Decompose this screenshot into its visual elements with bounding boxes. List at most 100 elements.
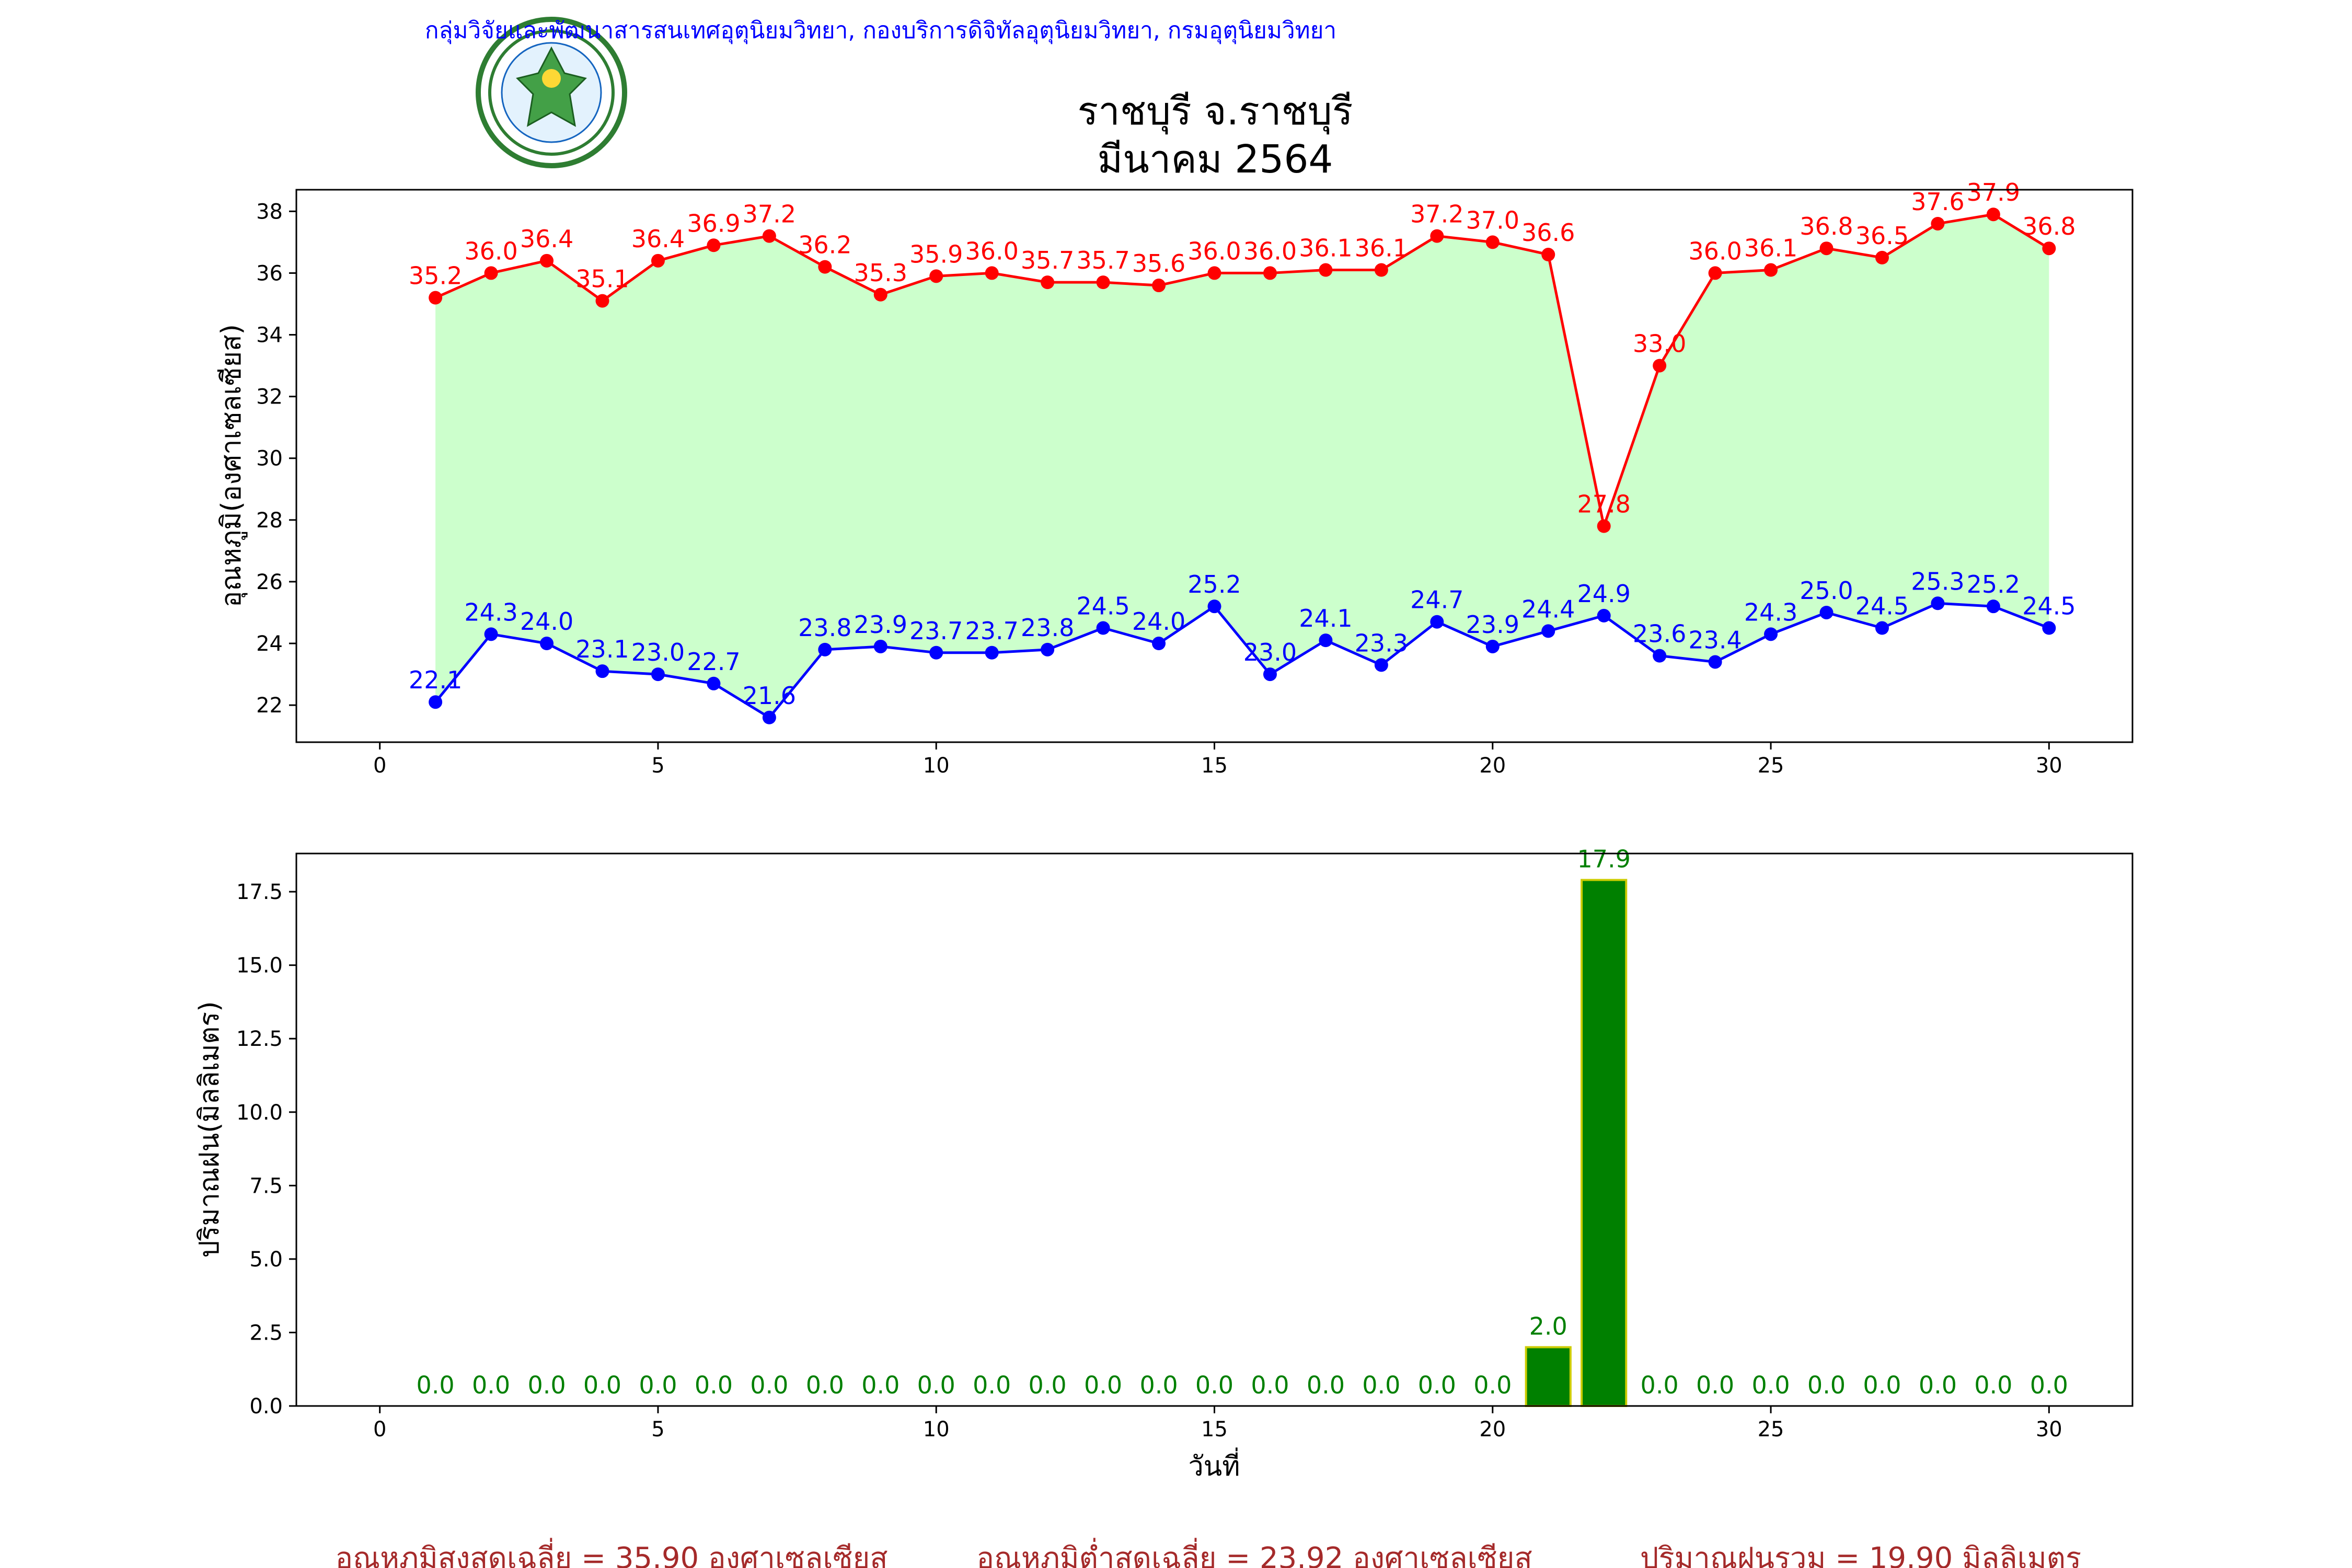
temperature-min-value-label: 23.0 — [1243, 638, 1297, 666]
rain-y-tick-label: 2.5 — [249, 1321, 283, 1345]
rain-value-label: 0.0 — [1919, 1371, 1957, 1399]
rain-value-label: 0.0 — [472, 1371, 510, 1399]
temperature-y-tick-label: 38 — [256, 200, 283, 224]
rain-value-label: 0.0 — [1029, 1371, 1067, 1399]
temperature-max-point — [1931, 216, 1945, 230]
temperature-min-point — [1207, 599, 1221, 614]
temperature-max-value-label: 36.6 — [1521, 218, 1575, 247]
temperature-min-point — [985, 645, 999, 660]
temperature-max-value-label: 35.1 — [575, 265, 629, 293]
rain-labels-layer: 0.0 0.0 0.0 0.0 0.0 0.0 0.0 0.0 0.0 0.0 0.0 0.0 0.0 0… — [417, 845, 2068, 1399]
temperature-min-value-label: 23.4 — [1688, 626, 1742, 654]
temperature-min-value-label: 24.4 — [1521, 595, 1575, 623]
temperature-max-value-label: 36.4 — [631, 225, 685, 253]
rain-value-label: 0.0 — [1251, 1371, 1289, 1399]
temperature-min-value-label: 21.6 — [743, 682, 796, 710]
temperature-max-point — [1708, 266, 1722, 280]
temperature-min-point — [1986, 599, 2000, 614]
rain-axis-layer: 0 5 10 15 20 25 30 0.0 2.5 5.0 7.5 10.0 12.5 15.0 17.5 — [236, 880, 2062, 1442]
temperature-max-value-label: 36.9 — [687, 209, 740, 237]
temperature-min-point — [1931, 596, 1945, 610]
temperature-min-point — [1485, 639, 1500, 653]
temperature-min-point — [707, 676, 721, 690]
footer-avg-min: อุณหภูมิต่ำสุดเฉลี่ย = 23.92 องศาเซลเซีย… — [976, 1538, 1532, 1568]
temperature-min-point — [1263, 667, 1277, 682]
temperature-min-value-label: 23.7 — [965, 617, 1018, 645]
rain-xlabel: วันที่ — [1188, 1447, 1240, 1482]
rain-value-label: 0.0 — [1195, 1371, 1233, 1399]
temperature-min-point — [1708, 655, 1722, 669]
rain-y-tick-label: 5.0 — [249, 1248, 283, 1272]
temperature-max-point — [1986, 207, 2000, 222]
rain-value-label: 0.0 — [1696, 1371, 1734, 1399]
temperature-axis-layer: 0 5 10 15 20 25 30 22 24 26 28 30 32 34 36 38 — [256, 200, 2062, 778]
rain-value-label: 0.0 — [861, 1371, 900, 1399]
temperature-min-point — [1041, 642, 1055, 656]
temperature-min-value-label: 24.3 — [1744, 598, 1797, 626]
temperature-max-value-label: 36.5 — [1855, 222, 1909, 250]
temperature-max-value-label: 36.0 — [1187, 237, 1241, 265]
temperature-max-point — [1875, 250, 1889, 264]
temperature-max-value-label: 36.1 — [1299, 234, 1352, 262]
temperature-max-value-label: 37.6 — [1911, 188, 1964, 216]
rain-x-tick-label: 25 — [1758, 1417, 1784, 1442]
temperature-min-value-label: 24.1 — [1299, 604, 1352, 632]
chart-title-line1: ราชบุรี จ.ราชบุรี — [1078, 89, 1353, 135]
rain-value-label: 0.0 — [1974, 1371, 2012, 1399]
temperature-range-fill-layer — [435, 214, 2049, 718]
temperature-min-point — [1653, 649, 1667, 663]
temperature-max-value-label: 36.1 — [1355, 234, 1408, 262]
temperature-lines-layer — [429, 207, 2056, 724]
rain-value-label: 0.0 — [750, 1371, 788, 1399]
temperature-min-point — [429, 695, 443, 709]
temperature-max-point — [762, 229, 776, 243]
temperature-x-tick-label: 25 — [1758, 754, 1784, 778]
rain-y-tick-label: 7.5 — [249, 1174, 283, 1198]
temperature-max-value-label: 36.0 — [464, 237, 517, 265]
rain-value-label: 0.0 — [1362, 1371, 1400, 1399]
rain-x-tick-label: 20 — [1479, 1417, 1506, 1442]
temperature-max-value-label: 35.3 — [854, 259, 907, 287]
temperature-min-value-label: 23.3 — [1355, 629, 1408, 657]
temperature-x-tick-label: 20 — [1479, 754, 1506, 778]
rain-y-tick-label: 15.0 — [236, 954, 283, 978]
temperature-max-point — [484, 266, 498, 280]
rain-value-label: 0.0 — [1863, 1371, 1901, 1399]
chart-title-line2: มีนาคม 2564 — [1097, 137, 1333, 182]
temperature-max-point — [1597, 519, 1611, 533]
rain-plot-frame — [295, 852, 2134, 1407]
temperature-max-point — [1541, 248, 1555, 262]
temperature-min-value-label: 23.6 — [1633, 620, 1686, 648]
temperature-y-tick-label: 34 — [256, 324, 283, 348]
temperature-min-value-label: 23.8 — [798, 614, 851, 642]
temperature-min-point — [595, 664, 609, 678]
temperature-min-value-label: 24.5 — [1855, 592, 1909, 620]
temperature-max-point — [1041, 275, 1055, 290]
temperature-max-value-label: 35.7 — [1076, 246, 1129, 274]
temperature-max-point — [429, 291, 443, 305]
temperature-max-point — [1374, 263, 1388, 277]
temperature-x-tick-label: 0 — [373, 754, 386, 778]
rain-y-tick-label: 12.5 — [236, 1027, 283, 1051]
rain-value-label: 0.0 — [1139, 1371, 1178, 1399]
rain-value-label: 0.0 — [639, 1371, 677, 1399]
temperature-min-value-label: 24.5 — [2022, 592, 2076, 620]
temperature-min-point — [651, 667, 665, 682]
rain-value-label: 17.9 — [1577, 845, 1630, 873]
rain-value-label: 2.0 — [1529, 1312, 1567, 1341]
temperature-min-point — [1764, 627, 1778, 641]
rain-ylabel: ปริมาณฝน(มิลลิเมตร) — [194, 1001, 225, 1258]
temperature-y-tick-label: 24 — [256, 632, 283, 656]
rain-x-tick-label: 15 — [1201, 1417, 1228, 1442]
temperature-min-point — [929, 645, 943, 660]
temperature-y-tick-label: 32 — [256, 385, 283, 409]
temperature-max-point — [1485, 235, 1500, 249]
temperature-min-value-label: 24.3 — [464, 598, 517, 626]
temperature-y-tick-label: 26 — [256, 570, 283, 594]
temperature-min-point — [540, 637, 554, 651]
rain-value-label: 0.0 — [1751, 1371, 1790, 1399]
temperature-y-tick-label: 28 — [256, 509, 283, 533]
temperature-min-point — [1152, 637, 1166, 651]
temperature-max-value-label: 37.2 — [1410, 200, 1463, 228]
